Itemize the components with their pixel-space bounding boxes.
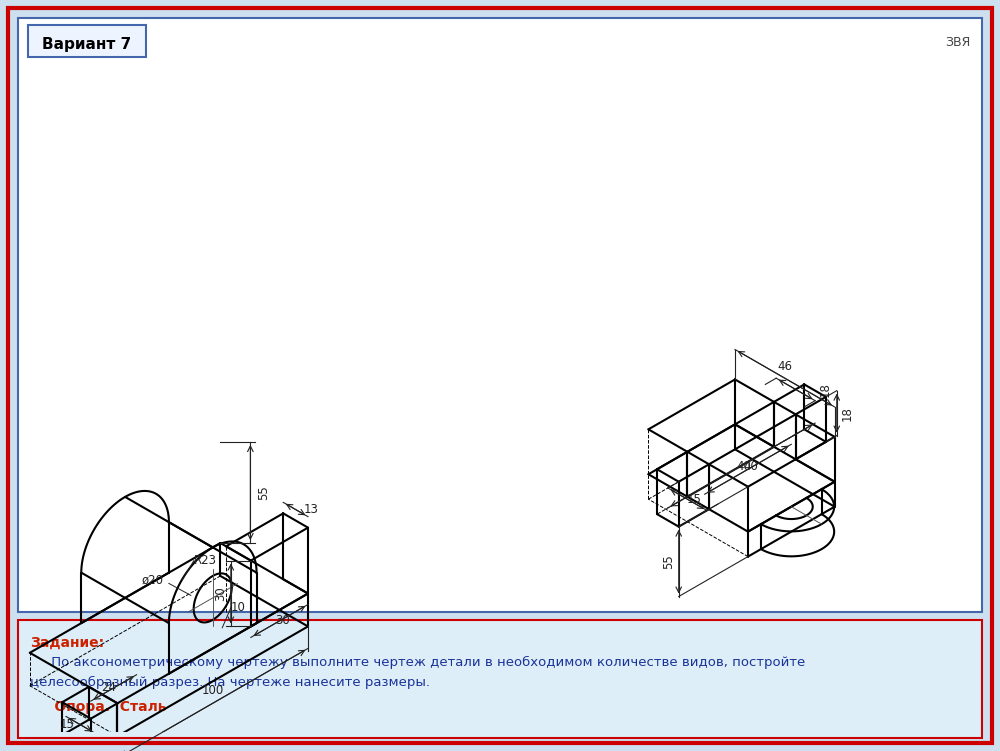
Text: R23: R23 <box>194 553 217 567</box>
Text: 24: 24 <box>101 681 116 694</box>
Text: 18: 18 <box>841 406 854 421</box>
Bar <box>28 25 146 57</box>
Text: Задание:: Задание: <box>30 636 104 650</box>
Text: ø20: ø20 <box>142 574 164 587</box>
Text: 46: 46 <box>777 360 792 373</box>
Text: 15: 15 <box>687 493 702 505</box>
Text: 13: 13 <box>304 503 318 516</box>
Text: 40: 40 <box>736 460 751 472</box>
Text: 55: 55 <box>662 554 675 569</box>
Text: 15: 15 <box>59 718 74 731</box>
Text: 55: 55 <box>257 485 270 500</box>
Text: 100: 100 <box>202 684 224 697</box>
Bar <box>18 620 982 738</box>
Text: 30: 30 <box>275 614 290 627</box>
Text: 10: 10 <box>231 601 246 614</box>
Text: целесообразный разрез. На чертеже нанесите размеры.: целесообразный разрез. На чертеже нанеси… <box>30 676 430 689</box>
Text: 18: 18 <box>819 382 832 397</box>
Text: Опора.  Сталь: Опора. Сталь <box>30 700 166 714</box>
Text: 30: 30 <box>214 586 227 601</box>
Text: ЗВЯ: ЗВЯ <box>945 35 970 49</box>
Bar <box>18 18 982 612</box>
Text: По аксонометрическому чертежу выполните чертеж детали в необходимом количестве в: По аксонометрическому чертежу выполните … <box>30 656 805 669</box>
Text: Вариант 7: Вариант 7 <box>42 37 132 52</box>
Text: 40: 40 <box>744 460 758 473</box>
